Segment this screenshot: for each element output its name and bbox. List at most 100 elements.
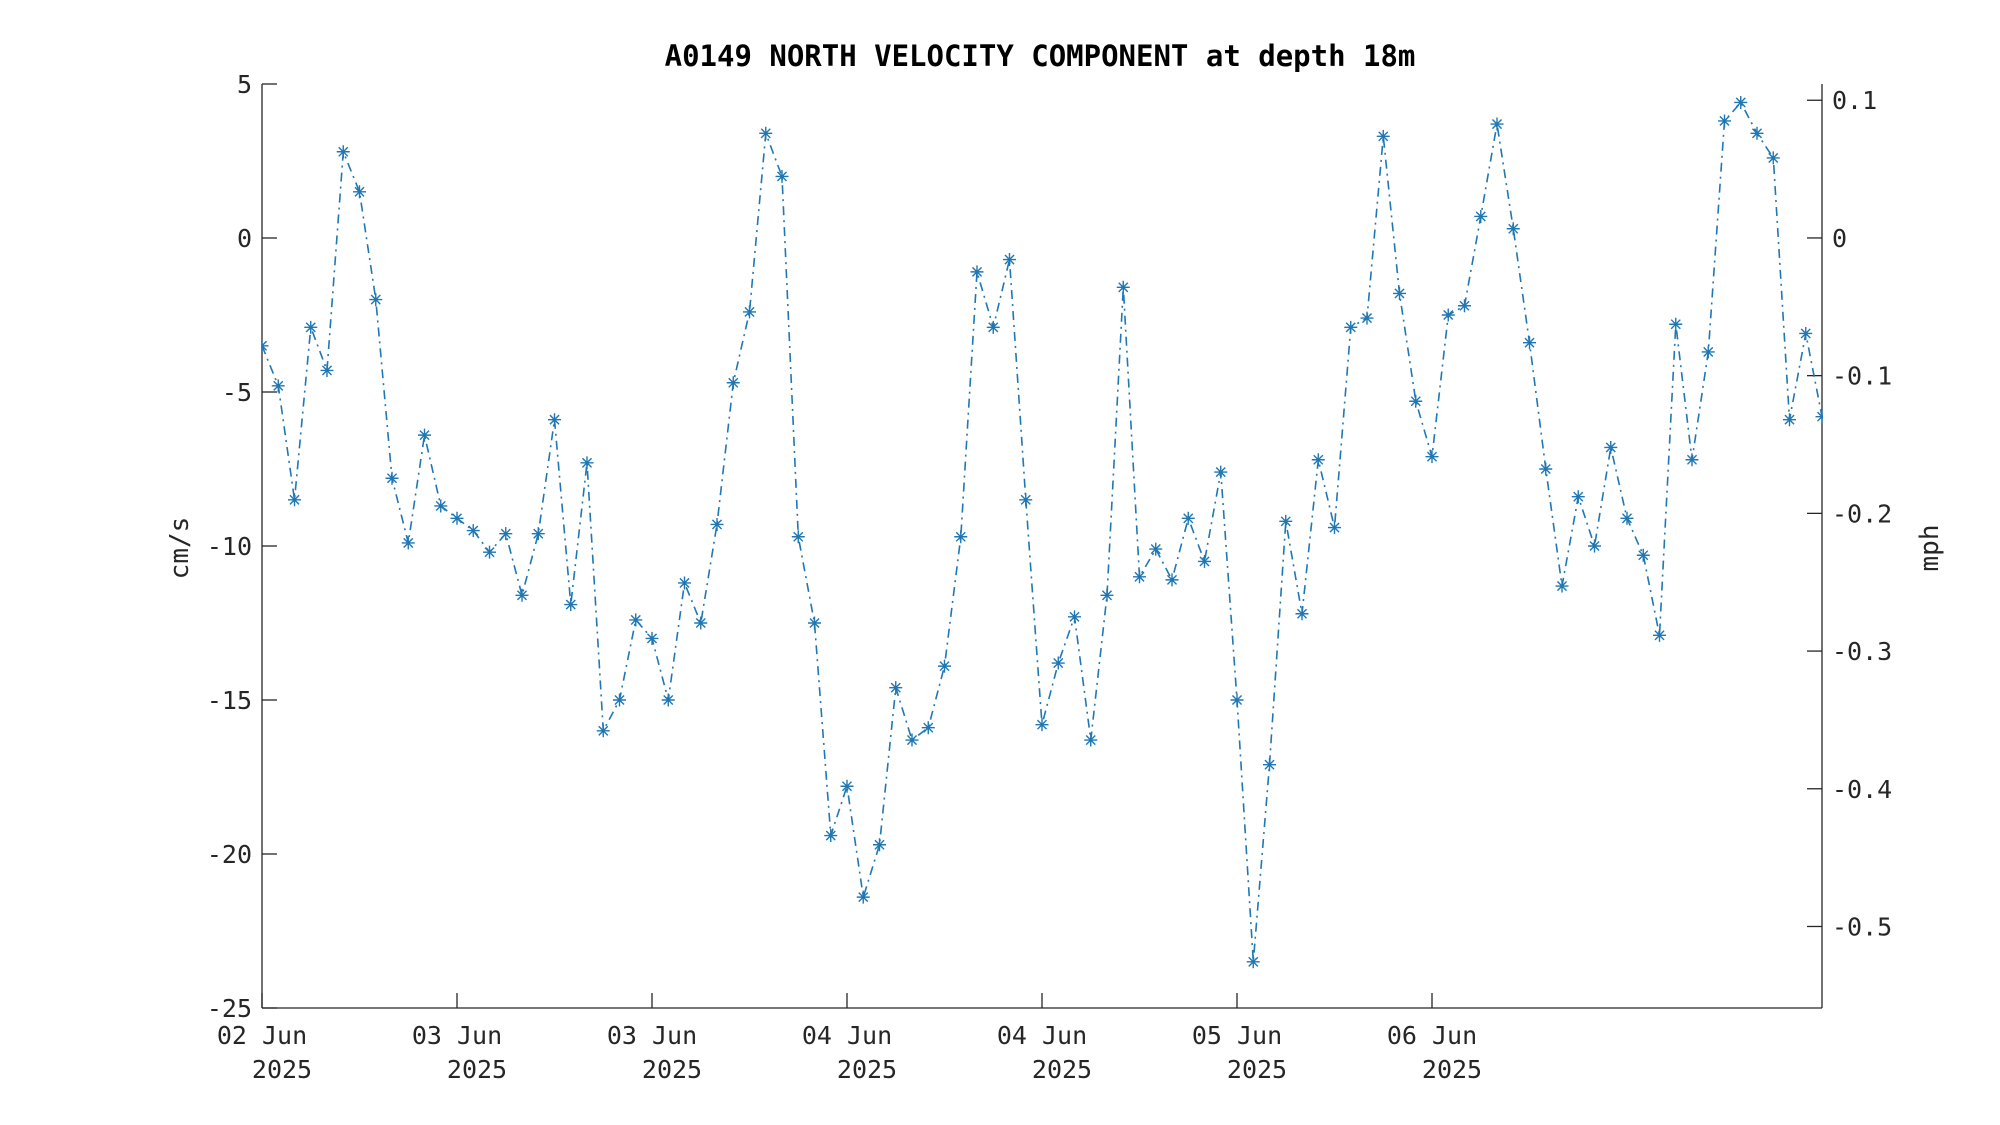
data-point <box>1344 320 1358 334</box>
data-point <box>938 659 951 673</box>
data-point <box>434 499 448 513</box>
data-point <box>1799 326 1813 340</box>
data-point <box>1181 511 1195 525</box>
y-tick-label-right: 0.1 <box>1832 86 1877 115</box>
data-point <box>1214 465 1228 479</box>
axes: 5 0 -5 -10 -15 -20 -25 0.1 0 -0.1 -0.2 -0.3 -0.4 -0.5… <box>207 70 1892 1084</box>
data-point <box>531 527 545 541</box>
data-point <box>1458 299 1471 313</box>
x-tick-label-year: 2025 <box>1032 1055 1092 1084</box>
data-point <box>418 428 431 442</box>
x-tick-label-year: 2025 <box>447 1055 507 1084</box>
data-point <box>905 733 919 747</box>
data-point <box>1068 610 1081 624</box>
data-point <box>775 169 789 183</box>
data-point <box>1620 511 1634 525</box>
data-point <box>1783 413 1796 427</box>
data-point <box>1376 129 1390 143</box>
data-point <box>450 511 464 525</box>
y-tick-label-left: -25 <box>207 994 252 1023</box>
data-point <box>1539 462 1553 476</box>
y-tick-label-right: 0 <box>1832 224 1847 253</box>
data-point <box>856 890 870 904</box>
data-point <box>1246 955 1260 969</box>
data-point <box>262 339 269 353</box>
x-tick-label-year: 2025 <box>837 1055 897 1084</box>
data-point <box>336 145 350 159</box>
data-point <box>483 545 496 559</box>
data-point <box>466 524 480 538</box>
data-point <box>1474 209 1488 223</box>
data-point <box>726 376 740 390</box>
y-tick-label-left: -5 <box>222 378 252 407</box>
data-point <box>1669 317 1683 331</box>
data-point <box>1734 95 1748 109</box>
data-point <box>1555 579 1569 593</box>
data-point <box>1279 514 1293 528</box>
data-point <box>889 681 903 695</box>
data-point <box>1393 286 1406 300</box>
y-axis-label-left: cm/s <box>165 517 195 580</box>
data-point <box>596 724 610 738</box>
data-point <box>1766 151 1780 165</box>
x-tick-label-year: 2025 <box>1227 1055 1287 1084</box>
data-point <box>1588 539 1601 553</box>
data-point <box>743 305 756 319</box>
data-point <box>515 588 529 602</box>
data-point <box>613 693 626 707</box>
y-tick-label-left: 0 <box>237 224 252 253</box>
data-point <box>1815 410 1823 424</box>
data-point <box>1133 570 1146 584</box>
data-point <box>759 126 773 140</box>
data-point <box>1100 588 1114 602</box>
data-point <box>1718 114 1731 128</box>
x-tick-label-day: 04 Jun <box>997 1021 1087 1050</box>
data-point <box>1116 280 1130 294</box>
data-point <box>271 379 285 393</box>
data-point <box>369 293 383 307</box>
y-tick-label-right: -0.2 <box>1832 499 1892 528</box>
data-point <box>1084 733 1098 747</box>
data-point <box>1523 336 1536 350</box>
data-point <box>1490 117 1504 131</box>
data-point <box>1636 548 1650 562</box>
y-tick-label-right: -0.1 <box>1832 362 1892 391</box>
data-point <box>629 613 643 627</box>
y-axis-label-right: mph <box>1915 525 1945 572</box>
data-point <box>1441 308 1455 322</box>
y-tick-label-left: -10 <box>207 532 252 561</box>
y-tick-label-left: 5 <box>237 70 252 99</box>
data-point <box>1019 493 1033 507</box>
y-tick-label-right: -0.4 <box>1832 775 1892 804</box>
data-point <box>678 576 691 590</box>
data-point <box>1295 607 1309 621</box>
data-point <box>1051 656 1065 670</box>
data-point <box>840 779 854 793</box>
data-point <box>1571 490 1585 504</box>
data-point <box>1425 450 1439 464</box>
x-tick-label-day: 04 Jun <box>802 1021 892 1050</box>
x-tick-label-day: 03 Jun <box>607 1021 697 1050</box>
data-point <box>1003 253 1016 267</box>
data-point <box>353 185 366 199</box>
data-point <box>1506 222 1520 236</box>
x-tick-label-year: 2025 <box>642 1055 702 1084</box>
data-point <box>1409 394 1423 408</box>
data-point <box>1035 718 1049 732</box>
data-point <box>1263 758 1276 772</box>
data-point <box>580 456 594 470</box>
data-point <box>873 838 886 852</box>
data-point <box>645 631 659 645</box>
data-point <box>1653 628 1666 642</box>
x-tick-label-day: 06 Jun <box>1387 1021 1477 1050</box>
data-point <box>970 265 984 279</box>
data-point <box>1685 453 1699 467</box>
y-tick-label-right: -0.3 <box>1832 637 1892 666</box>
data-point <box>954 530 968 544</box>
x-tick-label-year: 2025 <box>252 1055 312 1084</box>
data-point <box>1311 453 1325 467</box>
data-point <box>548 413 561 427</box>
data-point <box>1149 542 1163 556</box>
data-point <box>1360 311 1374 325</box>
